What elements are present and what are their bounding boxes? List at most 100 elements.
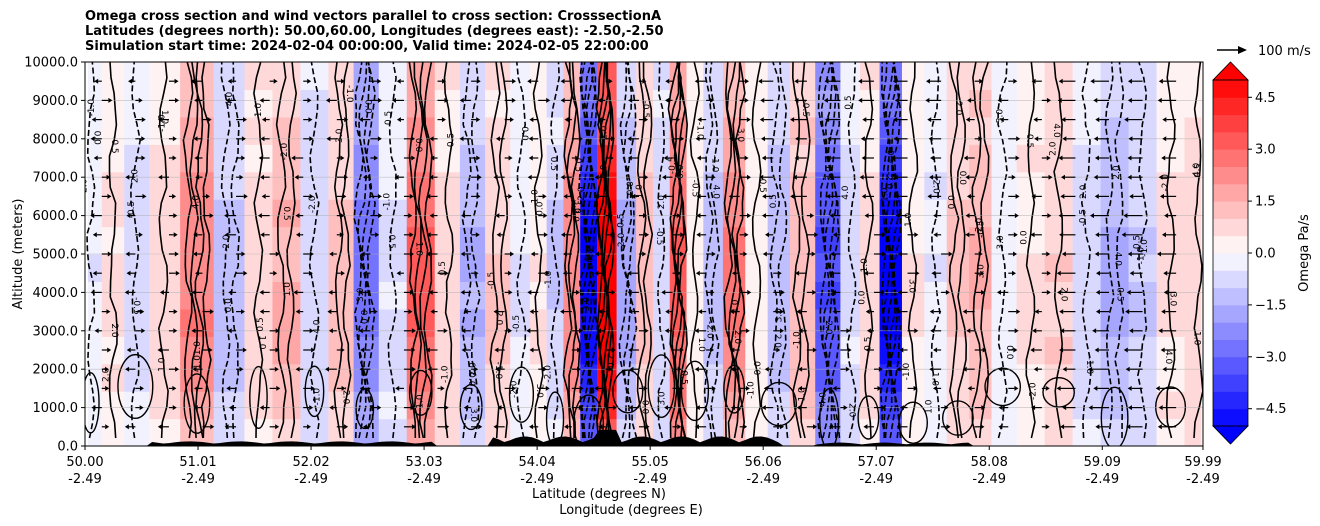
wind-vector-head <box>94 78 99 84</box>
wind-vector-head <box>1093 97 1098 103</box>
omega-cell <box>745 89 769 118</box>
wind-vector-head <box>1129 328 1134 334</box>
wind-vector-head <box>762 193 767 199</box>
omega-cell <box>213 418 246 446</box>
wind-vector-head <box>307 78 312 84</box>
wind-vector-head <box>124 424 129 430</box>
wind-vector-head <box>697 117 702 123</box>
contour-label: -2.0 <box>605 350 615 368</box>
contour-label: -0.5 <box>487 272 497 290</box>
omega-cell <box>946 116 970 145</box>
omega-cell <box>459 116 486 145</box>
contour-loop <box>249 365 268 430</box>
wind-vector-head <box>495 136 500 142</box>
wind-vector-head <box>157 117 162 123</box>
omega-cell <box>991 308 1018 337</box>
wind-vector-head <box>194 385 199 391</box>
wind-vector-head <box>227 78 232 84</box>
x-axis: 50.00 -2.49 51.01 -2.49 52.02 -2.49 53.03 -2.49… <box>66 446 1222 487</box>
contour-label: -2.0 <box>510 380 520 398</box>
omega-cell <box>616 336 637 365</box>
wind-vector-head <box>563 213 568 219</box>
wind-vector-head <box>1094 251 1099 257</box>
contour-loop <box>1042 376 1075 408</box>
contour-label: 2.0 <box>617 233 627 248</box>
contour-label: -1.0 <box>87 99 97 117</box>
wind-vector-head <box>694 328 699 334</box>
wind-vector-head <box>461 347 466 353</box>
omega-cell <box>300 62 330 91</box>
omega-cell <box>149 418 181 446</box>
wind-vector-head <box>965 213 970 219</box>
wind-vector-head <box>894 193 899 199</box>
wind-vector-head <box>172 405 177 411</box>
wind-vector-head <box>195 270 200 276</box>
wind-vector-head <box>1162 136 1167 142</box>
contour-line <box>365 62 376 439</box>
wind-vector-head <box>709 97 714 103</box>
wind-vector-head <box>193 405 198 411</box>
omega-cell <box>1100 226 1130 255</box>
wind-vector-head <box>529 424 534 430</box>
wind-vector-head <box>325 97 330 103</box>
contour-label: -0.5 <box>617 214 627 232</box>
wind-vector-head <box>175 97 180 103</box>
wind-vector-head <box>260 174 265 180</box>
omega-cell <box>745 281 769 310</box>
omega-cell <box>703 226 724 255</box>
wind-vector-head <box>893 136 898 142</box>
wind-vector-head <box>731 405 736 411</box>
contour-label: -2.0 <box>308 195 318 213</box>
contour-label: 2.0 <box>102 367 112 382</box>
wind-vector-head <box>677 270 682 276</box>
wind-vector-head <box>206 193 211 199</box>
omega-cell <box>353 89 380 118</box>
omega-cell <box>101 116 125 145</box>
omega-cell <box>767 171 791 200</box>
wind-vector-head <box>1161 155 1166 161</box>
contour-label: 3.0 <box>1167 292 1177 307</box>
wind-vector-head <box>546 97 551 103</box>
wind-vector-head <box>493 174 498 180</box>
wind-vector-head <box>394 174 399 180</box>
omega-cell <box>924 89 948 118</box>
wind-vector-head <box>776 347 781 353</box>
omega-cell <box>1156 281 1186 310</box>
omega-cell <box>686 89 704 118</box>
contour-line <box>846 62 857 439</box>
wind-vector-head <box>444 97 449 103</box>
contour-line <box>387 62 397 439</box>
wind-vector-head <box>444 405 449 411</box>
wind-vector-head <box>897 289 902 295</box>
wind-vector-head <box>325 366 330 372</box>
chart-title: Omega cross section and wind vectors par… <box>85 9 664 54</box>
omega-cell <box>328 391 355 420</box>
colorbar-tick-label: −3.0 <box>1255 350 1287 365</box>
wind-vector-head <box>925 97 930 103</box>
contour-line <box>1193 62 1203 439</box>
omega-cell <box>840 363 861 392</box>
omega-cell <box>946 254 970 283</box>
wind-vector-head <box>611 347 616 353</box>
wind-vector-head <box>1127 251 1132 257</box>
wind-vector-head <box>1011 174 1016 180</box>
wind-vector-head <box>662 174 667 180</box>
omega-cell <box>815 363 842 392</box>
contour-label: 2.0 <box>772 334 782 349</box>
title-line-1: Omega cross section and wind vectors par… <box>85 9 662 24</box>
wind-vector-head <box>595 251 600 257</box>
omega-cell <box>353 62 380 91</box>
wind-vector-head <box>628 347 633 353</box>
wind-vector-head <box>125 251 130 257</box>
contour-label: 0.5 <box>844 95 854 109</box>
wind-vector-head <box>575 155 580 161</box>
wind-vector-head <box>642 213 647 219</box>
colorbar-tick-label: 0.0 <box>1255 247 1276 262</box>
omega-cell <box>546 62 565 91</box>
wind-vector-head <box>846 328 851 334</box>
wind-vector-head <box>832 309 837 315</box>
omega-cell <box>859 89 881 118</box>
wind-vector-head <box>890 155 895 161</box>
wind-vector-head <box>142 193 147 199</box>
